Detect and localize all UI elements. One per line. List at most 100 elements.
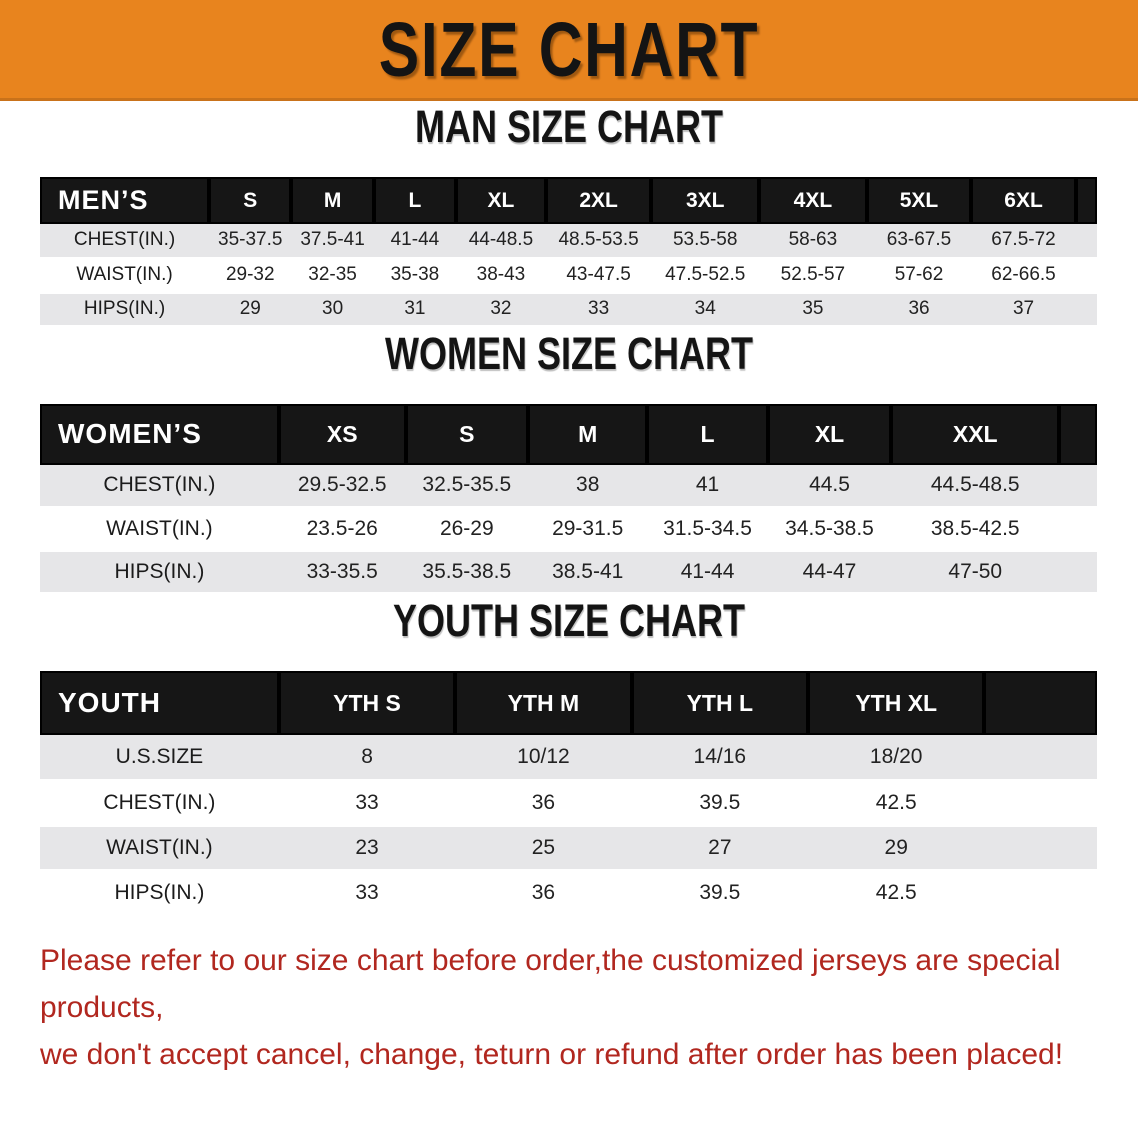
size-column-header: YTH S	[278, 671, 456, 735]
youth-size-table: YOUTH YTH S YTH M YTH L YTH XL U.S.SIZE 8 10/12…	[40, 671, 1097, 917]
row-filler	[984, 780, 1097, 827]
measurement-row: WAIST(IN.) 23 25 27 29	[40, 825, 1097, 872]
measurement-row: CHEST(IN.) 29.5-32.5 32.5-35.5 38 41 44.5 44.5…	[40, 464, 1097, 509]
men-chart-title: MAN SIZE CHART	[415, 101, 723, 152]
measurement-value: 44-48.5	[456, 224, 546, 260]
measurement-value: 26-29	[405, 507, 529, 552]
measurement-row: U.S.SIZE 8 10/12 14/16 18/20	[40, 735, 1097, 782]
row-label: HIPS(IN.)	[40, 870, 279, 917]
measurement-value: 10/12	[455, 735, 632, 782]
measurement-value: 41-44	[373, 224, 457, 260]
measurement-value: 33-35.5	[278, 550, 406, 595]
measurement-value: 30	[291, 292, 374, 328]
row-filler	[1075, 258, 1097, 294]
measurement-value: 35	[759, 292, 867, 328]
disclaimer-line-2: we don't accept cancel, change, teturn o…	[40, 1037, 1064, 1071]
measurement-value: 36	[866, 292, 972, 328]
row-label: WAIST(IN.)	[40, 258, 210, 294]
section-women-size-chart: WOMEN SIZE CHART WOMEN’S XS S M L XL XXL CHEST(…	[0, 328, 1138, 595]
size-column-header: XL	[767, 403, 892, 465]
measurement-value: 38	[528, 464, 648, 509]
measurement-value: 33	[278, 780, 456, 827]
size-column-header: 3XL	[651, 177, 760, 224]
row-label: U.S.SIZE	[40, 735, 279, 782]
row-label: CHEST(IN.)	[40, 780, 279, 827]
size-column-header: XL	[456, 177, 546, 224]
row-filler	[984, 825, 1097, 872]
disclaimer-line-1: Please refer to our size chart before or…	[40, 943, 1061, 1024]
measurement-value: 31.5-34.5	[647, 507, 768, 552]
size-column-header: XXL	[891, 403, 1060, 465]
size-column-header: 5XL	[866, 177, 972, 224]
header-filler	[1059, 403, 1097, 465]
measurement-value: 44.5-48.5	[891, 464, 1060, 509]
measurement-row: HIPS(IN.) 33-35.5 35.5-38.5 38.5-41 41-44 44-…	[40, 550, 1097, 595]
measurement-value: 38.5-41	[528, 550, 648, 595]
size-header-row: WOMEN’S XS S M L XL XXL	[40, 403, 1097, 465]
group-label: YOUTH	[40, 671, 279, 735]
section-youth-size-chart: YOUTH SIZE CHART YOUTH YTH S YTH M YTH L YTH…	[0, 595, 1138, 917]
measurement-value: 63-67.5	[866, 224, 972, 260]
row-label: CHEST(IN.)	[40, 224, 210, 260]
measurement-value: 48.5-53.5	[545, 224, 652, 260]
measurement-value: 32-35	[291, 258, 374, 294]
measurement-row: HIPS(IN.) 33 36 39.5 42.5	[40, 870, 1097, 917]
measurement-value: 27	[631, 825, 809, 872]
measurement-value: 39.5	[631, 870, 809, 917]
row-label: CHEST(IN.)	[40, 464, 279, 509]
row-label: WAIST(IN.)	[40, 507, 279, 552]
measurement-value: 38-43	[456, 258, 546, 294]
measurement-value: 29-32	[209, 258, 292, 294]
size-column-header: YTH XL	[808, 671, 985, 735]
size-column-header: 4XL	[759, 177, 867, 224]
measurement-value: 36	[455, 870, 632, 917]
size-column-header: XS	[278, 403, 406, 465]
banner: SIZE CHART	[0, 0, 1138, 101]
row-filler	[1059, 550, 1097, 595]
measurement-value: 8	[278, 735, 456, 782]
row-filler	[1059, 464, 1097, 509]
measurement-value: 32.5-35.5	[405, 464, 529, 509]
row-label: WAIST(IN.)	[40, 825, 279, 872]
measurement-value: 29-31.5	[528, 507, 648, 552]
measurement-value: 43-47.5	[545, 258, 652, 294]
row-filler	[1075, 292, 1097, 328]
measurement-value: 47.5-52.5	[651, 258, 760, 294]
size-column-header: L	[373, 177, 457, 224]
size-column-header: YTH L	[631, 671, 809, 735]
size-header-row: YOUTH YTH S YTH M YTH L YTH XL	[40, 671, 1097, 735]
measurement-value: 32	[456, 292, 546, 328]
measurement-row: HIPS(IN.) 29 30 31 32 33 34 35 36 37	[40, 292, 1097, 328]
measurement-value: 62-66.5	[971, 258, 1076, 294]
size-column-header: M	[291, 177, 374, 224]
measurement-value: 57-62	[866, 258, 972, 294]
group-label: WOMEN’S	[40, 403, 279, 465]
measurement-value: 23.5-26	[278, 507, 406, 552]
measurement-value: 18/20	[808, 735, 985, 782]
measurement-value: 44-47	[767, 550, 892, 595]
measurement-value: 23	[278, 825, 456, 872]
measurement-value: 29	[808, 825, 985, 872]
measurement-value: 52.5-57	[759, 258, 867, 294]
measurement-value: 34	[651, 292, 760, 328]
row-label: HIPS(IN.)	[40, 550, 279, 595]
section-men-size-chart: MAN SIZE CHART MEN’S S M L XL 2XL 3XL 4XL 5XL 6XL…	[0, 101, 1138, 328]
women-size-table: WOMEN’S XS S M L XL XXL CHEST(IN.) 29.5-32.5 32.5…	[40, 403, 1097, 595]
measurement-value: 34.5-38.5	[767, 507, 892, 552]
size-column-header: S	[405, 403, 529, 465]
measurement-value: 31	[373, 292, 457, 328]
disclaimer-note: Please refer to our size chart before or…	[40, 937, 1138, 1078]
measurement-value: 41	[647, 464, 768, 509]
measurement-value: 41-44	[647, 550, 768, 595]
measurement-value: 67.5-72	[971, 224, 1076, 260]
measurement-value: 33	[545, 292, 652, 328]
row-filler	[1075, 224, 1097, 260]
measurement-value: 37	[971, 292, 1076, 328]
measurement-row: WAIST(IN.) 23.5-26 26-29 29-31.5 31.5-34.5 34…	[40, 507, 1097, 552]
measurement-value: 37.5-41	[291, 224, 374, 260]
size-column-header: S	[209, 177, 292, 224]
measurement-value: 39.5	[631, 780, 809, 827]
row-filler	[984, 735, 1097, 782]
measurement-value: 14/16	[631, 735, 809, 782]
